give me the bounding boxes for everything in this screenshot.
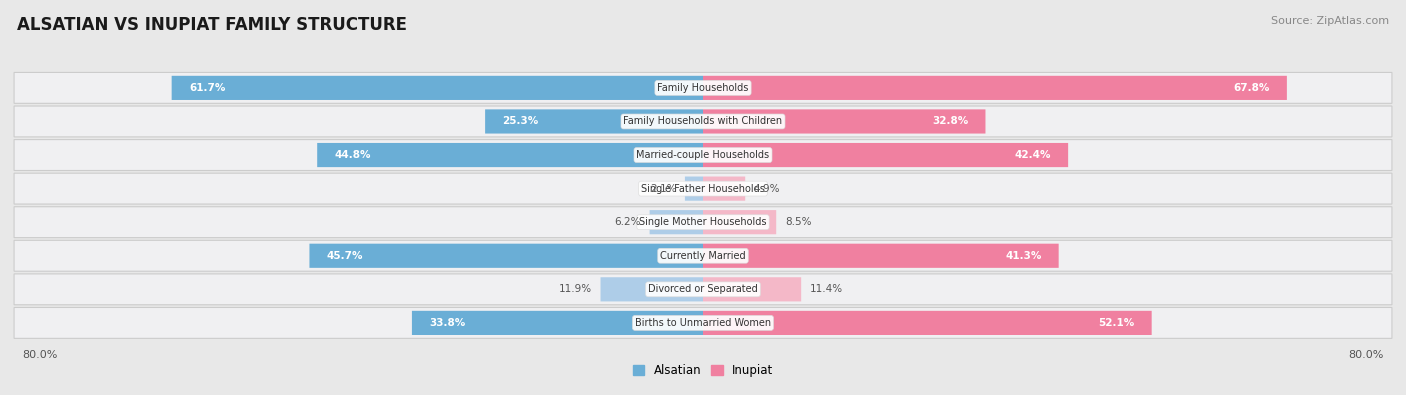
FancyBboxPatch shape [318, 143, 703, 167]
FancyBboxPatch shape [14, 274, 1392, 305]
Text: 80.0%: 80.0% [22, 350, 58, 360]
Text: Divorced or Separated: Divorced or Separated [648, 284, 758, 294]
FancyBboxPatch shape [703, 76, 1286, 100]
FancyBboxPatch shape [703, 311, 1152, 335]
FancyBboxPatch shape [650, 210, 703, 234]
Text: ALSATIAN VS INUPIAT FAMILY STRUCTURE: ALSATIAN VS INUPIAT FAMILY STRUCTURE [17, 16, 406, 34]
FancyBboxPatch shape [485, 109, 703, 134]
Text: 33.8%: 33.8% [429, 318, 465, 328]
Text: Married-couple Households: Married-couple Households [637, 150, 769, 160]
FancyBboxPatch shape [600, 277, 703, 301]
FancyBboxPatch shape [14, 139, 1392, 171]
Text: Family Households with Children: Family Households with Children [623, 117, 783, 126]
Text: 2.1%: 2.1% [650, 184, 676, 194]
Text: Single Mother Households: Single Mother Households [640, 217, 766, 227]
Text: 11.9%: 11.9% [558, 284, 592, 294]
FancyBboxPatch shape [703, 143, 1069, 167]
Text: 44.8%: 44.8% [335, 150, 371, 160]
FancyBboxPatch shape [14, 72, 1392, 103]
FancyBboxPatch shape [685, 177, 703, 201]
FancyBboxPatch shape [172, 76, 703, 100]
Text: 42.4%: 42.4% [1014, 150, 1050, 160]
FancyBboxPatch shape [14, 207, 1392, 238]
Text: 45.7%: 45.7% [326, 251, 363, 261]
Text: 67.8%: 67.8% [1233, 83, 1270, 93]
Text: 32.8%: 32.8% [932, 117, 969, 126]
FancyBboxPatch shape [703, 244, 1059, 268]
Text: 11.4%: 11.4% [810, 284, 844, 294]
Text: 41.3%: 41.3% [1005, 251, 1042, 261]
Legend: Alsatian, Inupiat: Alsatian, Inupiat [628, 360, 778, 382]
FancyBboxPatch shape [14, 240, 1392, 271]
Text: 8.5%: 8.5% [785, 217, 811, 227]
Text: 4.9%: 4.9% [754, 184, 780, 194]
Text: Family Households: Family Households [658, 83, 748, 93]
FancyBboxPatch shape [703, 277, 801, 301]
Text: 6.2%: 6.2% [614, 217, 641, 227]
FancyBboxPatch shape [309, 244, 703, 268]
Text: 80.0%: 80.0% [1348, 350, 1384, 360]
FancyBboxPatch shape [14, 173, 1392, 204]
Text: Single Father Households: Single Father Households [641, 184, 765, 194]
FancyBboxPatch shape [412, 311, 703, 335]
FancyBboxPatch shape [703, 210, 776, 234]
FancyBboxPatch shape [14, 307, 1392, 339]
FancyBboxPatch shape [703, 177, 745, 201]
FancyBboxPatch shape [14, 106, 1392, 137]
Text: 52.1%: 52.1% [1098, 318, 1135, 328]
Text: Source: ZipAtlas.com: Source: ZipAtlas.com [1271, 16, 1389, 26]
Text: Births to Unmarried Women: Births to Unmarried Women [636, 318, 770, 328]
Text: 25.3%: 25.3% [502, 117, 538, 126]
Text: 61.7%: 61.7% [188, 83, 225, 93]
Text: Currently Married: Currently Married [661, 251, 745, 261]
FancyBboxPatch shape [703, 109, 986, 134]
